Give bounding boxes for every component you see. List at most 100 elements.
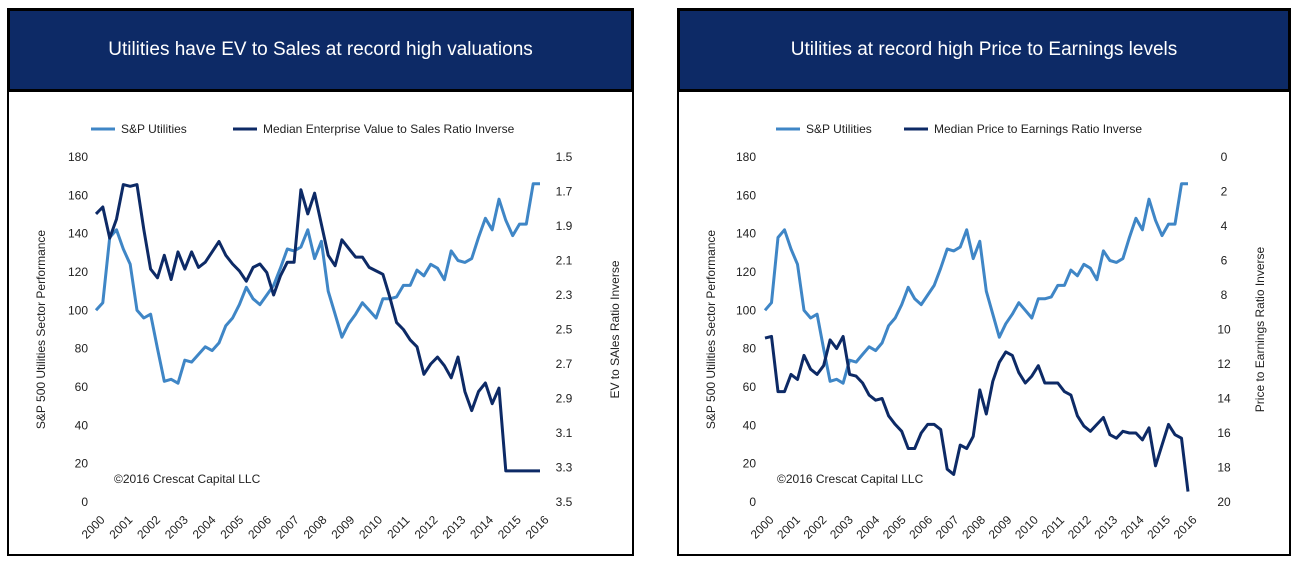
- y2-tick-label: 12: [1217, 357, 1231, 371]
- y-tick-label: 60: [75, 380, 89, 394]
- x-tick-label: 2000: [79, 513, 108, 542]
- x-tick-label: 2001: [774, 513, 803, 542]
- copyright-note: ©2016 Crescat Capital LLC: [777, 472, 924, 486]
- y2-tick-label: 14: [1217, 392, 1231, 406]
- x-tick-label: 2004: [854, 513, 883, 542]
- y2-tick-label: 8: [1221, 288, 1228, 302]
- x-tick-label: 2004: [190, 513, 219, 542]
- x-tick-label: 2009: [986, 513, 1015, 542]
- y-tick-label: 160: [68, 188, 88, 202]
- y2-tick-label: 0: [1221, 150, 1228, 164]
- x-tick-label: 2015: [495, 513, 524, 542]
- x-tick-label: 2010: [1012, 513, 1041, 542]
- x-tick-label: 2012: [1065, 513, 1094, 542]
- y-tick-label: 40: [743, 418, 757, 432]
- y-tick-label: 40: [75, 418, 89, 432]
- y-tick-label: 100: [68, 303, 88, 317]
- y-tick-label: 80: [75, 342, 89, 356]
- x-tick-label: 2007: [933, 513, 962, 542]
- y2-tick-label: 1.9: [556, 219, 573, 233]
- legend-label: Median Price to Earnings Ratio Inverse: [934, 122, 1142, 136]
- x-tick-label: 2014: [467, 513, 496, 542]
- y2-axis-title: EV to SAles Ratio Inverse: [608, 260, 622, 398]
- series-line-ratio-inverse: [764, 334, 1190, 492]
- y-tick-label: 20: [75, 457, 89, 471]
- x-tick-label: 2013: [1091, 513, 1120, 542]
- y2-tick-label: 10: [1217, 323, 1231, 337]
- x-tick-label: 2015: [1144, 513, 1173, 542]
- x-tick-label: 2016: [523, 513, 552, 542]
- y2-tick-label: 3.1: [556, 426, 573, 440]
- x-tick-label: 2005: [218, 513, 247, 542]
- y2-tick-label: 2.9: [556, 392, 573, 406]
- x-tick-label: 2006: [906, 513, 935, 542]
- y2-tick-label: 6: [1221, 254, 1228, 268]
- y-tick-label: 0: [81, 495, 88, 509]
- y-tick-label: 0: [749, 495, 756, 509]
- left-chart-panel: Utilities have EV to Sales at record hig…: [7, 8, 634, 556]
- x-tick-label: 2010: [356, 513, 385, 542]
- y-tick-label: 120: [68, 265, 88, 279]
- y2-tick-label: 16: [1217, 426, 1231, 440]
- y-tick-label: 140: [68, 227, 88, 241]
- pe-ratio-line-chart: S&P Utilities Median Price to Earnings Ra…: [704, 122, 1267, 542]
- series-line-ratio-inverse: [94, 183, 540, 473]
- chart-frame: S&P Utilities Median Enterprise Value to …: [7, 92, 634, 556]
- y-tick-label: 100: [736, 303, 756, 317]
- x-tick-label: 2000: [748, 513, 777, 542]
- y2-tick-label: 2: [1221, 185, 1228, 199]
- y-tick-label: 80: [743, 342, 757, 356]
- y2-tick-label: 3.5: [556, 495, 573, 509]
- chart-title: Utilities at record high Price to Earnin…: [790, 39, 1178, 60]
- y2-tick-label: 2.7: [556, 357, 573, 371]
- x-tick-label: 2008: [959, 513, 988, 542]
- y2-tick-label: 2.3: [556, 288, 573, 302]
- x-tick-label: 2002: [134, 513, 163, 542]
- y-tick-label: 180: [736, 150, 756, 164]
- chart-title-banner: Utilities have EV to Sales at record hig…: [7, 8, 634, 92]
- y2-axis-title: Price to Earnings Ratio Inverse: [1253, 246, 1267, 412]
- x-tick-label: 2008: [301, 513, 330, 542]
- x-tick-label: 2002: [801, 513, 830, 542]
- y2-tick-label: 1.5: [556, 150, 573, 164]
- y-tick-label: 140: [736, 227, 756, 241]
- copyright-note: ©2016 Crescat Capital LLC: [114, 472, 261, 486]
- series-line-sp-utilities: [763, 182, 1188, 385]
- y2-tick-label: 4: [1221, 219, 1228, 233]
- y-tick-label: 180: [68, 150, 88, 164]
- series-line-sp-utilities: [94, 182, 540, 385]
- chart-frame: S&P Utilities Median Price to Earnings Ra…: [677, 92, 1291, 556]
- x-tick-label: 2005: [880, 513, 909, 542]
- x-tick-label: 2006: [245, 513, 274, 542]
- chart-title-banner: Utilities at record high Price to Earnin…: [677, 8, 1291, 92]
- x-tick-label: 2003: [162, 513, 191, 542]
- x-tick-label: 2009: [329, 513, 358, 542]
- legend-label: S&P Utilities: [121, 122, 187, 136]
- ev-sales-line-chart: S&P Utilities Median Enterprise Value to …: [34, 122, 622, 542]
- right-chart-panel: Utilities at record high Price to Earnin…: [677, 8, 1291, 556]
- y2-tick-label: 2.1: [556, 254, 573, 268]
- y-tick-label: 60: [743, 380, 757, 394]
- chart-title: Utilities have EV to Sales at record hig…: [108, 39, 533, 60]
- legend-label: S&P Utilities: [806, 122, 872, 136]
- y2-tick-label: 2.5: [556, 323, 573, 337]
- x-tick-label: 2011: [1039, 513, 1067, 541]
- legend-label: Median Enterprise Value to Sales Ratio I…: [263, 122, 515, 136]
- y2-tick-label: 18: [1217, 461, 1231, 475]
- x-tick-label: 2001: [107, 513, 136, 542]
- x-tick-label: 2012: [412, 513, 441, 542]
- x-tick-label: 2003: [827, 513, 856, 542]
- y2-tick-label: 20: [1217, 495, 1231, 509]
- y-tick-label: 120: [736, 265, 756, 279]
- y2-tick-label: 3.3: [556, 461, 573, 475]
- y2-tick-label: 1.7: [556, 185, 573, 199]
- y-axis-title: S&P 500 Utilities Sector Performance: [34, 230, 48, 430]
- x-tick-label: 2016: [1171, 513, 1200, 542]
- x-tick-label: 2014: [1118, 513, 1147, 542]
- x-tick-label: 2007: [273, 513, 302, 542]
- y-tick-label: 160: [736, 188, 756, 202]
- y-axis-title: S&P 500 Utilities Sector Performance: [704, 230, 718, 430]
- x-tick-label: 2011: [384, 513, 412, 541]
- x-tick-label: 2013: [440, 513, 469, 542]
- y-tick-label: 20: [743, 457, 757, 471]
